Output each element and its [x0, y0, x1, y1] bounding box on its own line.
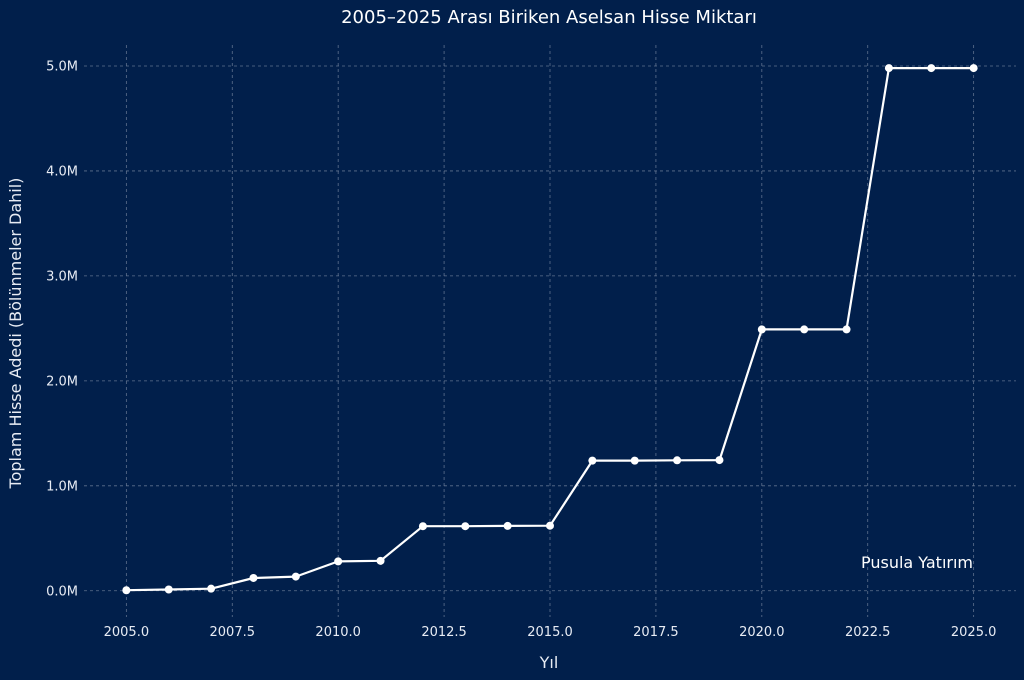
y-tick-label: 1.0M	[46, 479, 78, 494]
data-point	[503, 521, 512, 530]
x-axis-ticks: 2005.0 2007.5 2010.0 2012.5 2015.0 2017.5 2020…	[104, 625, 997, 640]
data-point	[969, 64, 978, 73]
data-point	[291, 572, 300, 581]
data-point	[927, 64, 936, 73]
x-tick-label: 2012.5	[421, 625, 467, 640]
x-tick-label: 2025.0	[951, 625, 997, 640]
y-axis-ticks: 0.0M 1.0M 2.0M 3.0M 4.0M 5.0M	[46, 59, 78, 599]
x-axis-label: Yıl	[539, 653, 559, 672]
data-point	[164, 585, 173, 594]
x-tick-label: 2015.0	[527, 625, 573, 640]
y-tick-label: 3.0M	[46, 269, 78, 284]
data-point	[715, 456, 724, 465]
data-point	[207, 584, 216, 593]
data-point	[884, 64, 893, 73]
x-tick-label: 2017.5	[633, 625, 679, 640]
x-tick-label: 2022.5	[845, 625, 891, 640]
data-point	[122, 586, 131, 595]
x-tick-label: 2020.0	[739, 625, 785, 640]
data-point	[418, 522, 427, 531]
watermark-annotation: Pusula Yatırım	[861, 553, 973, 572]
chart-title: 2005–2025 Arası Biriken Aselsan Hisse Mi…	[341, 7, 757, 28]
data-point	[546, 521, 554, 530]
x-tick-label: 2005.0	[104, 625, 150, 640]
y-tick-label: 2.0M	[46, 374, 78, 389]
data-point	[461, 522, 470, 531]
y-tick-label: 5.0M	[46, 59, 78, 74]
grid	[84, 45, 1016, 617]
data-point	[757, 325, 766, 334]
y-axis-label: Toplam Hisse Adedi (Bölünmeler Dahil)	[6, 178, 25, 490]
x-tick-label: 2010.0	[315, 625, 361, 640]
data-point	[630, 456, 639, 465]
data-point	[249, 573, 258, 582]
y-tick-label: 0.0M	[46, 584, 78, 599]
data-points	[122, 64, 978, 595]
y-tick-label: 4.0M	[46, 164, 78, 179]
data-point	[800, 325, 809, 334]
data-point	[673, 456, 682, 465]
x-tick-label: 2007.5	[210, 625, 256, 640]
data-point	[334, 557, 343, 566]
data-point	[376, 556, 385, 565]
data-point	[588, 456, 597, 465]
data-point	[842, 325, 851, 334]
